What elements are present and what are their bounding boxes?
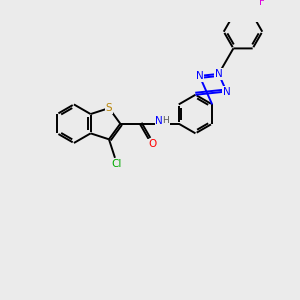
Text: H: H (162, 116, 169, 125)
Text: N: N (215, 69, 223, 79)
Text: S: S (106, 103, 112, 113)
Text: N: N (155, 116, 163, 126)
Text: O: O (148, 140, 156, 149)
Text: F: F (259, 0, 265, 7)
Text: N: N (223, 86, 230, 97)
Text: N: N (196, 71, 203, 81)
Text: Cl: Cl (112, 159, 122, 169)
